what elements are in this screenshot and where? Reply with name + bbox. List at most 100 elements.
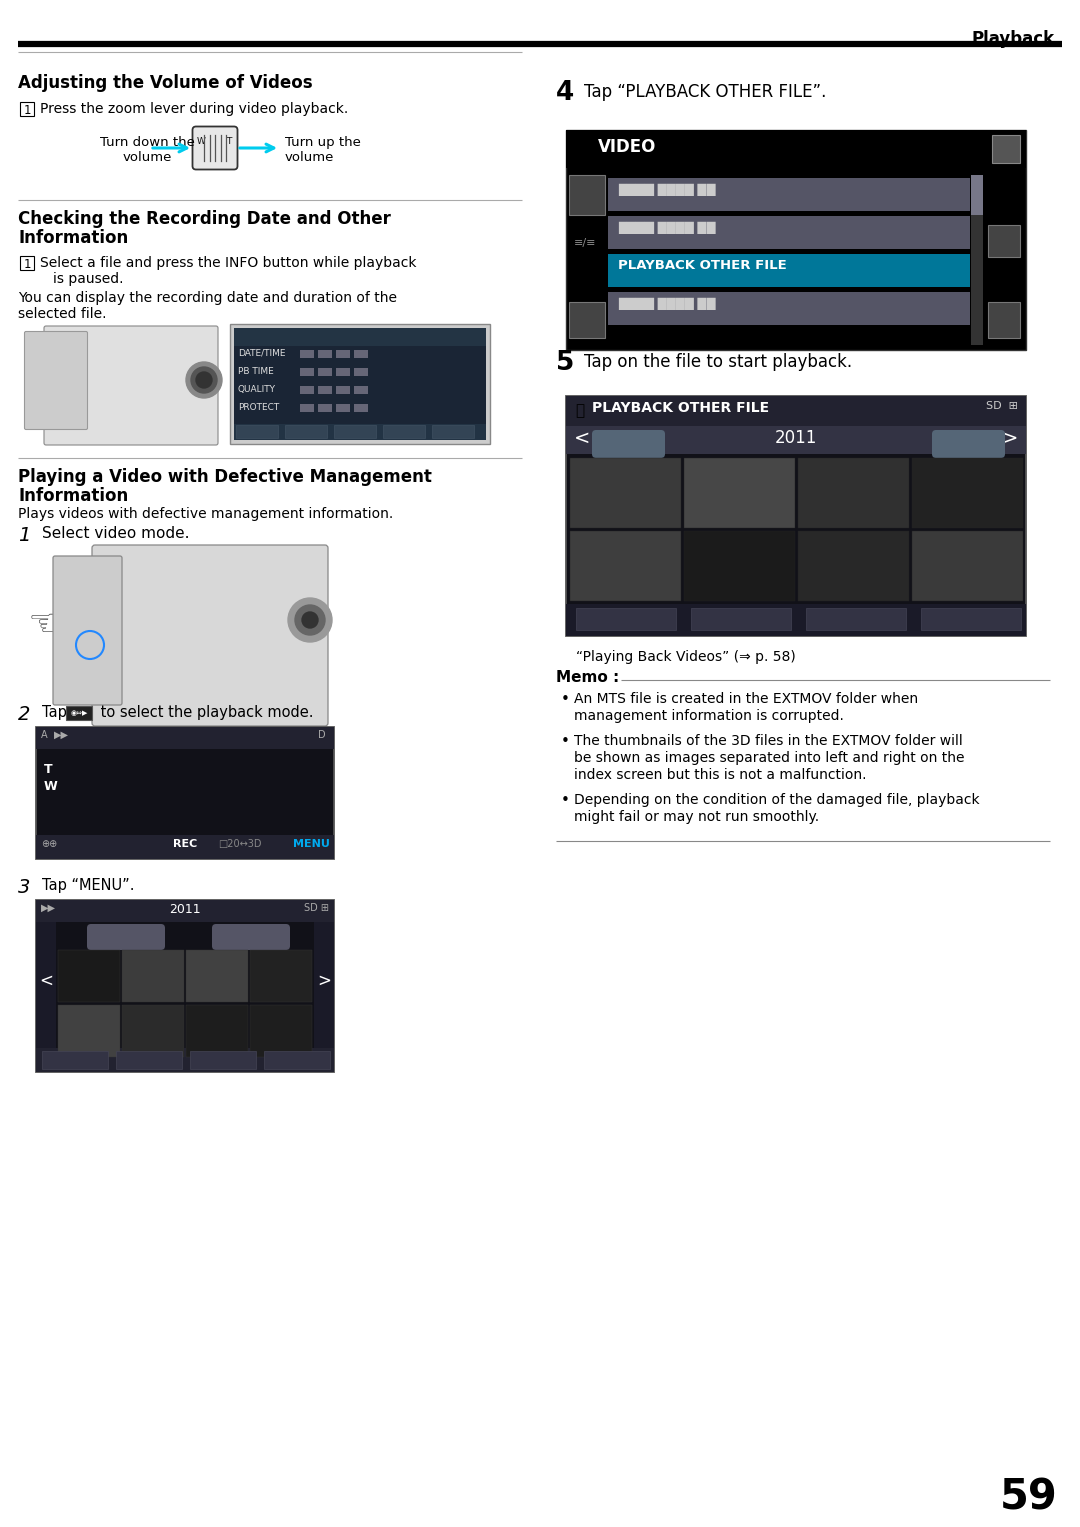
FancyBboxPatch shape (592, 431, 665, 458)
Text: PLAYBACK OTHER FILE: PLAYBACK OTHER FILE (592, 402, 769, 415)
Text: 2: 2 (18, 705, 30, 724)
Text: Turn up the
volume: Turn up the volume (285, 136, 361, 163)
Bar (334, 425, 376, 438)
Bar (21, 257, 33, 270)
Text: <: < (573, 429, 591, 447)
Bar (249, 950, 312, 1002)
Text: Tap “MENU”.: Tap “MENU”. (42, 878, 135, 893)
Bar (912, 458, 1023, 528)
Text: A: A (41, 730, 48, 741)
Text: Select a file and press the INFO button while playback: Select a file and press the INFO button … (40, 257, 417, 270)
Circle shape (295, 605, 325, 635)
FancyBboxPatch shape (53, 556, 122, 705)
Bar (234, 425, 486, 440)
Bar (186, 1005, 248, 1057)
Text: Tap “PLAYBACK OTHER FILE”.: Tap “PLAYBACK OTHER FILE”. (584, 82, 826, 101)
Bar (58, 1005, 120, 1057)
Text: ≡/≡: ≡/≡ (573, 238, 596, 247)
Text: 🗑: 🗑 (353, 426, 357, 435)
Bar (912, 531, 1023, 602)
Bar (432, 425, 474, 438)
Bar (300, 405, 314, 412)
Text: •: • (561, 793, 570, 808)
Bar (300, 386, 314, 394)
Text: 1: 1 (24, 258, 30, 270)
Bar (285, 425, 327, 438)
Bar (684, 458, 795, 528)
Text: - VOL.+: - VOL.+ (195, 127, 235, 136)
Text: Select video mode.: Select video mode. (42, 525, 189, 541)
Bar (566, 395, 1026, 426)
Bar (249, 1005, 312, 1057)
Text: VIDEO: VIDEO (598, 137, 657, 156)
Circle shape (186, 362, 222, 399)
Text: index screen but this is not a malfunction.: index screen but this is not a malfuncti… (573, 768, 866, 782)
Bar (806, 608, 906, 631)
Text: □20↔3D: □20↔3D (218, 838, 261, 849)
Text: SD ⊞: SD ⊞ (303, 902, 329, 913)
Bar (36, 922, 56, 1048)
Text: Checking the Recording Date and Other: Checking the Recording Date and Other (18, 211, 391, 228)
Bar (569, 176, 605, 215)
Bar (234, 328, 486, 347)
Bar (570, 531, 681, 602)
Text: Tap: Tap (42, 705, 71, 721)
Circle shape (288, 599, 332, 641)
Circle shape (302, 612, 318, 628)
FancyBboxPatch shape (44, 325, 218, 444)
Text: 2011: 2011 (774, 429, 818, 447)
Bar (971, 176, 983, 215)
Bar (608, 292, 970, 325)
Text: ✕: ✕ (145, 1052, 153, 1061)
Bar (566, 605, 1026, 637)
Text: T: T (227, 137, 232, 147)
Bar (569, 302, 605, 337)
Text: 🗑: 🗑 (851, 609, 859, 621)
FancyBboxPatch shape (192, 127, 238, 169)
Bar (570, 458, 681, 528)
Bar (21, 102, 33, 116)
Text: is paused.: is paused. (53, 272, 123, 286)
Text: be shown as images separated into left and right on the: be shown as images separated into left a… (573, 751, 964, 765)
Text: ⚙: ⚙ (964, 609, 975, 621)
Text: W: W (44, 780, 57, 793)
Text: might fail or may not run smoothly.: might fail or may not run smoothly. (573, 809, 819, 825)
FancyBboxPatch shape (212, 924, 291, 950)
Bar (234, 328, 486, 440)
Bar (576, 608, 676, 631)
Text: >: > (1001, 429, 1018, 447)
FancyBboxPatch shape (25, 331, 87, 429)
Text: ████ ████ ██: ████ ████ ██ (618, 221, 715, 234)
Text: ⚙: ⚙ (997, 229, 1011, 244)
Text: ⊕: ⊕ (254, 426, 260, 435)
Text: •: • (561, 692, 570, 707)
Bar (264, 1051, 330, 1069)
Bar (66, 705, 92, 721)
Text: An MTS file is created in the EXTMOV folder when: An MTS file is created in the EXTMOV fol… (573, 692, 918, 705)
Text: D: D (319, 730, 326, 741)
FancyBboxPatch shape (932, 431, 1005, 458)
Text: ^: ^ (580, 182, 594, 200)
Text: T: T (44, 764, 53, 776)
Text: The thumbnails of the 3D files in the EXTMOV folder will: The thumbnails of the 3D files in the EX… (573, 734, 962, 748)
Bar (58, 950, 120, 1002)
Bar (300, 350, 314, 357)
Bar (318, 405, 332, 412)
Text: Plays videos with defective management information.: Plays videos with defective management i… (18, 507, 393, 521)
Text: 3: 3 (18, 878, 30, 896)
Bar (318, 386, 332, 394)
Bar (36, 727, 334, 860)
Text: management information is corrupted.: management information is corrupted. (573, 709, 843, 722)
Bar (318, 350, 332, 357)
Bar (186, 950, 248, 1002)
Text: ████ ████ ██: ████ ████ ██ (618, 183, 715, 195)
FancyBboxPatch shape (87, 924, 165, 950)
Text: SD  ⊞: SD ⊞ (986, 402, 1018, 411)
Bar (354, 368, 368, 376)
Text: ◉⇔▶: ◉⇔▶ (70, 710, 87, 716)
Bar (190, 1051, 256, 1069)
Text: ⚙: ⚙ (293, 1052, 301, 1061)
Bar (566, 130, 1026, 168)
Bar (122, 1005, 184, 1057)
Text: Tap on the file to start playback.: Tap on the file to start playback. (584, 353, 852, 371)
